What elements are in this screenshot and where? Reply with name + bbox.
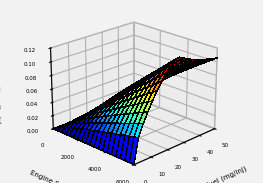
Y-axis label: Engine Speed (RPM): Engine Speed (RPM) bbox=[29, 169, 96, 183]
X-axis label: Commanded Fuel (mg/inj): Commanded Fuel (mg/inj) bbox=[163, 165, 248, 183]
